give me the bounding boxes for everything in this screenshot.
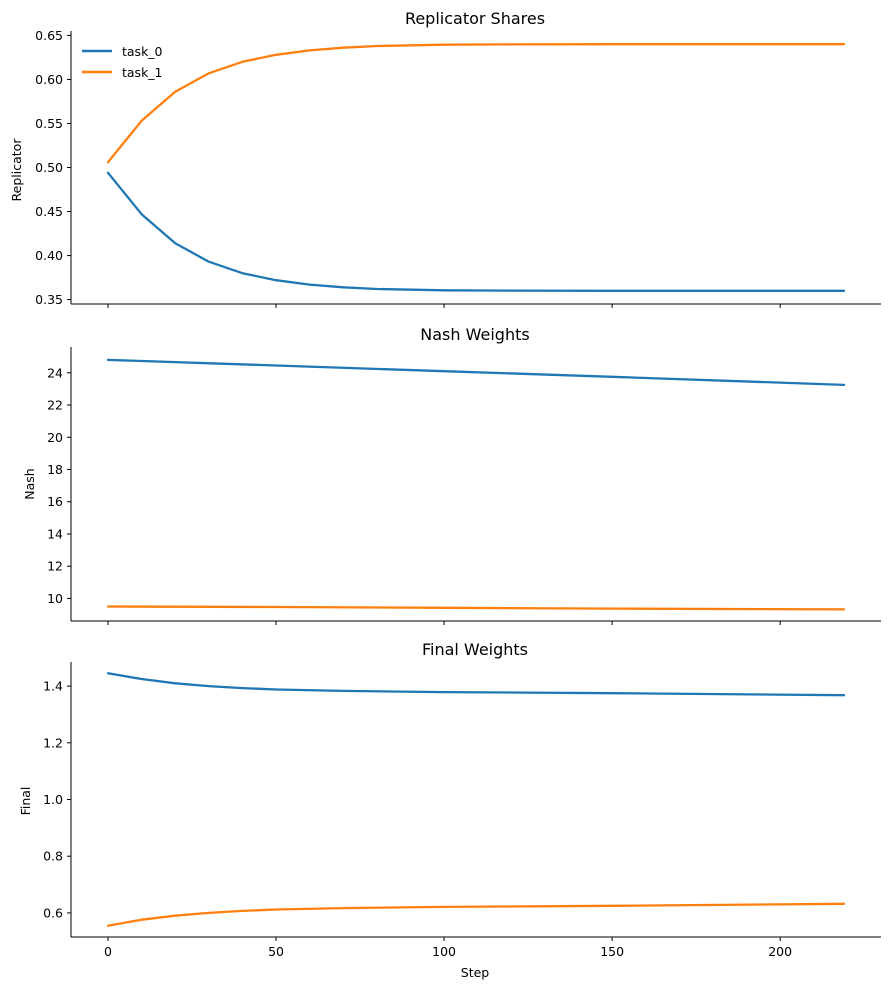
y-tick-label: 1.2 [43, 735, 63, 750]
legend: task_0 task_1 [82, 44, 163, 80]
y-tick-label: 10 [47, 591, 63, 606]
legend-label: task_0 [122, 44, 163, 59]
y-tick-label: 16 [47, 494, 63, 509]
series-line-task-0 [106, 171, 846, 292]
series-line-task-0 [106, 358, 846, 387]
series-line-task-1 [106, 43, 846, 164]
plot-area: 10 12 14 16 18 20 22 24 [47, 347, 881, 625]
x-tick-label: 100 [432, 944, 456, 959]
x-tick-label: 50 [268, 944, 284, 959]
x-axis-label: Step [461, 965, 490, 980]
series-line-task-1 [106, 902, 846, 927]
y-axis-label: Replicator [9, 138, 24, 202]
y-tick-label: 0.35 [35, 292, 63, 307]
plot-area: 0.6 0.8 1.0 1.2 1.4 0 50 100 150 200 [43, 662, 881, 959]
panel-nash: Nash Weights Nash 10 12 14 16 18 20 22 24 [22, 325, 881, 625]
y-tick-label: 1.0 [43, 792, 63, 807]
y-tick-label: 0.40 [35, 248, 63, 263]
y-tick-label: 0.8 [43, 849, 63, 864]
y-axis-label: Nash [22, 468, 37, 499]
panel-title: Final Weights [422, 640, 528, 659]
y-tick-label: 24 [47, 365, 63, 380]
y-tick-label: 0.55 [35, 116, 63, 131]
y-tick-label: 1.4 [43, 679, 63, 694]
y-axis-label: Final [18, 787, 33, 816]
panel-title: Replicator Shares [405, 9, 545, 28]
y-tick-label: 18 [47, 462, 63, 477]
series-line-task-1 [106, 605, 846, 611]
y-tick-label: 22 [47, 398, 63, 413]
y-tick-label: 14 [47, 526, 63, 541]
y-tick-label: 20 [47, 430, 63, 445]
x-tick-label: 0 [104, 944, 112, 959]
y-tick-label: 0.65 [35, 28, 63, 43]
legend-label: task_1 [122, 65, 163, 80]
series-line-task-0 [106, 672, 846, 697]
panel-replicator: Replicator Shares Replicator 0.35 0.40 0.4… [9, 9, 881, 308]
y-tick-label: 0.6 [43, 905, 63, 920]
panel-title: Nash Weights [420, 325, 529, 344]
panel-final: Final Weights Final Step 0.6 0.8 1.0 1.2 1.4… [18, 640, 881, 980]
x-tick-label: 150 [600, 944, 624, 959]
y-tick-label: 0.50 [35, 160, 63, 175]
x-tick-label: 200 [768, 944, 792, 959]
y-tick-label: 0.60 [35, 72, 63, 87]
y-tick-label: 12 [47, 559, 63, 574]
plot-area: 0.35 0.40 0.45 0.50 0.55 0.60 0.65 [35, 28, 881, 308]
y-tick-label: 0.45 [35, 204, 63, 219]
